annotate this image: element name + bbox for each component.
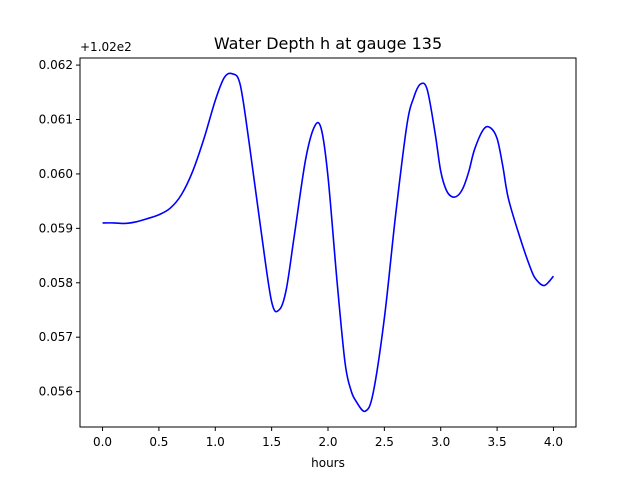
- x-tick-label: 4.0: [544, 435, 563, 449]
- series-line: [102, 72, 555, 413]
- x-tick-label: 3.5: [488, 435, 507, 449]
- y-axis-ticks: 0.056 0.057 0.058 0.059 0.060 0.061 0.062: [39, 58, 80, 399]
- y-tick-label: 0.060: [39, 167, 73, 181]
- x-axis-label: hours: [311, 456, 345, 470]
- y-tick-label: 0.057: [39, 330, 73, 344]
- plot-area: [80, 58, 576, 427]
- y-axis-offset-label: +1.02e2: [80, 40, 132, 54]
- x-tick-label: 2.5: [375, 435, 394, 449]
- x-tick-label: 3.0: [431, 435, 450, 449]
- x-axis-ticks: 0.0 0.5 1.0 1.5 2.0 2.5 3.0 3.5 4.0: [93, 427, 563, 449]
- x-tick-label: 1.5: [262, 435, 281, 449]
- x-tick-label: 2.0: [318, 435, 337, 449]
- x-tick-label: 0.0: [93, 435, 112, 449]
- y-tick-label: 0.056: [39, 385, 73, 399]
- plot-frame: [79, 57, 577, 428]
- y-tick-label: 0.062: [39, 58, 73, 72]
- y-tick-label: 0.059: [39, 221, 73, 235]
- chart-title: Water Depth h at gauge 135: [214, 34, 442, 53]
- x-tick-label: 0.5: [149, 435, 168, 449]
- y-tick-label: 0.061: [39, 113, 73, 127]
- x-tick-label: 1.0: [206, 435, 225, 449]
- y-tick-label: 0.058: [39, 276, 73, 290]
- series-layer: [102, 72, 555, 413]
